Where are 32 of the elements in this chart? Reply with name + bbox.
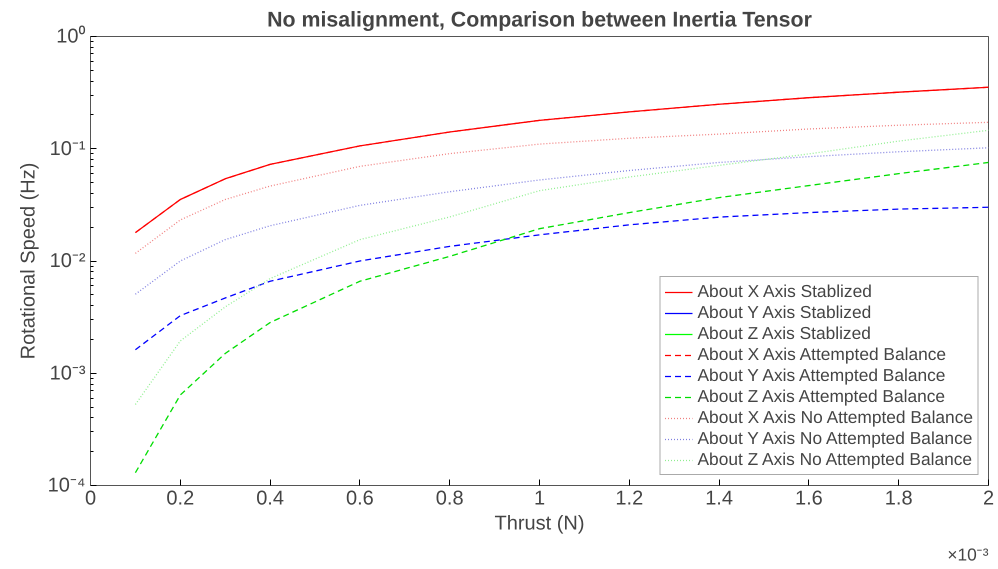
text: ×10⁻³ xyxy=(947,544,989,564)
y-tick-label: 10⁻³ xyxy=(50,362,86,384)
y-tick-label: 10⁻¹ xyxy=(50,138,86,160)
x-tick-label: 0.4 xyxy=(256,488,284,510)
x-tick-label: 0.8 xyxy=(436,488,464,510)
x-tick-label: 1.6 xyxy=(795,488,823,510)
line-series xyxy=(134,162,988,474)
y-tick-label: 10⁻² xyxy=(50,250,86,272)
y-tick-label: 10⁰ xyxy=(56,24,86,48)
legend-label: About Y Axis Attempted Balance xyxy=(698,365,946,386)
chart-title: No misalignment, Comparison between Inertia Tensor xyxy=(267,8,812,32)
x-tick-label: 1.2 xyxy=(615,488,644,510)
x-axis-title: Thrust (N) xyxy=(494,512,584,534)
x-tick-label: 2 xyxy=(982,488,994,510)
x-tick-label: 0 xyxy=(84,488,96,510)
legend-label: About Z Axis Stablized xyxy=(698,323,871,344)
legend-label: About Y Axis Stablized xyxy=(698,302,872,323)
x-tick-label: 1.4 xyxy=(705,488,734,510)
legend-label: About X Axis No Attempted Balance xyxy=(698,407,973,428)
line-series xyxy=(134,130,988,406)
y-axis-title: Rotational Speed (Hz) xyxy=(18,162,40,360)
y-tick-label: 10⁻⁴ xyxy=(48,474,86,496)
legend-label: About Z Axis No Attempted Balance xyxy=(698,449,972,470)
x-tick-label: 0.6 xyxy=(346,488,374,510)
legend-label: About Z Axis Attempted Balance xyxy=(698,386,946,407)
line-series xyxy=(134,122,988,254)
legend-label: About X Axis Attempted Balance xyxy=(698,344,946,365)
legend-label: About X Axis Stablized xyxy=(698,281,872,302)
x-tick-label: 0.2 xyxy=(166,488,194,510)
x-tick-label: 1.8 xyxy=(884,488,913,510)
x-tick-label: 1 xyxy=(534,488,546,510)
legend-label: About Y Axis No Attempted Balance xyxy=(698,428,972,449)
